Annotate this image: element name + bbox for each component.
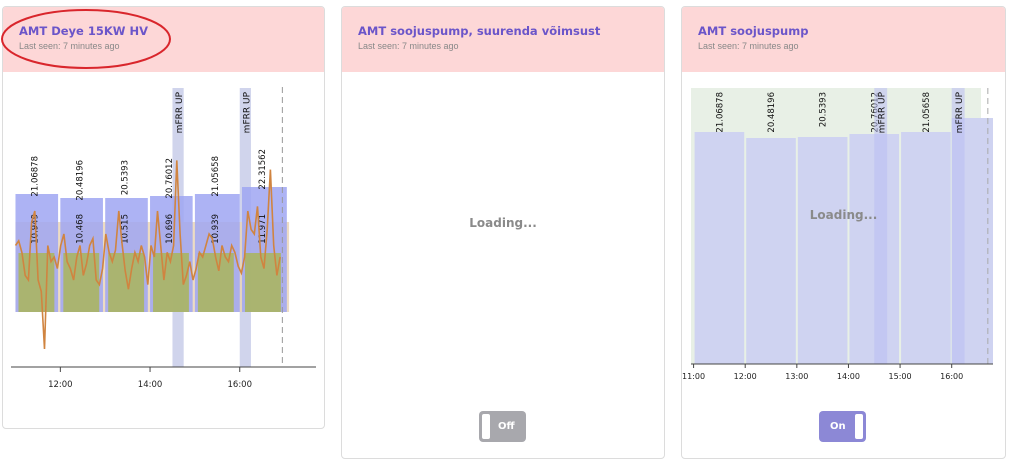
price-bar [797,137,848,364]
last-seen-text: Last seen: 7 minutes ago [358,41,459,51]
power-toggle[interactable]: On [819,411,866,442]
card-header: AMT soojuspump, suurenda võimsust Last s… [342,7,664,72]
x-tick-label: 15:00 [889,372,912,381]
price-low-label: 10.939 [211,214,221,244]
x-tick-label: 13:00 [785,372,808,381]
power-toggle[interactable]: Off [479,411,526,442]
card-header: AMT soojuspump Last seen: 7 minutes ago [682,7,1005,72]
loading-indicator: Loading... [809,208,878,222]
price-label: 20.48196 [767,92,777,133]
price-bar [901,132,951,364]
x-tick-label: 12:00 [734,372,757,381]
price-high-label: 21.05658 [211,156,221,197]
loading-indicator: Loading... [469,216,537,230]
x-tick-label: 12:00 [48,380,73,390]
device-card-heatpump-boost[interactable]: AMT soojuspump, suurenda võimsust Last s… [341,6,665,459]
x-tick-label: 11:00 [682,372,705,381]
price-low-label: 10.468 [76,214,86,244]
mfrr-band-label: mFRR UP [955,91,965,133]
price-label: 21.06878 [715,92,725,133]
price-bar [694,132,745,364]
price-high-label: 21.06878 [31,156,41,197]
mfrr-band [951,88,965,364]
x-tick-label: 14:00 [138,380,163,390]
card-title[interactable]: AMT Deye 15KW HV [19,24,148,38]
card-title[interactable]: AMT soojuspump, suurenda võimsust [358,24,601,38]
energy-chart: mFRR UP mFRR UP21.0687810.94920.4819610.4… [11,87,316,390]
price-bar [746,138,796,364]
price-label: 21.05658 [922,92,932,133]
device-card-heatpump[interactable]: AMT soojuspump Last seen: 7 minutes ago … [681,6,1006,459]
soc-area [18,253,55,312]
x-tick-label: 14:00 [837,372,860,381]
x-tick-label: 16:00 [940,372,963,381]
power-line [14,160,281,350]
last-seen-text: Last seen: 7 minutes ago [698,41,799,51]
last-seen-text: Last seen: 7 minutes ago [19,41,120,51]
mfrr-band-label: mFRR UP [175,91,185,133]
price-low-label: 10.515 [120,214,130,244]
toggle-label: On [830,421,846,432]
price-high-label: 20.76012 [165,158,175,199]
mfrr-band-label: mFRR UP [878,91,888,133]
price-high-label: 22.31562 [258,149,268,190]
card-title[interactable]: AMT soojuspump [698,24,809,38]
device-card-deye[interactable]: AMT Deye 15KW HV Last seen: 7 minutes ag… [2,6,325,429]
price-label: 20.5393 [819,92,829,127]
price-low-label: 11.971 [258,214,268,244]
toggle-label: Off [498,421,515,432]
price-chart: 21.0687820.4819620.539320.7601221.05658m… [682,88,993,381]
toggle-knob [482,414,490,439]
price-low-label: 10.696 [165,214,175,244]
card-header: AMT Deye 15KW HV Last seen: 7 minutes ag… [3,7,324,72]
x-tick-label: 16:00 [228,380,253,390]
toggle-knob [855,414,863,439]
price-high-label: 20.5393 [120,160,130,195]
soc-area [197,253,234,312]
price-high-label: 20.48196 [76,160,86,201]
mfrr-band-label: mFRR UP [242,91,252,133]
mfrr-band [874,88,888,364]
